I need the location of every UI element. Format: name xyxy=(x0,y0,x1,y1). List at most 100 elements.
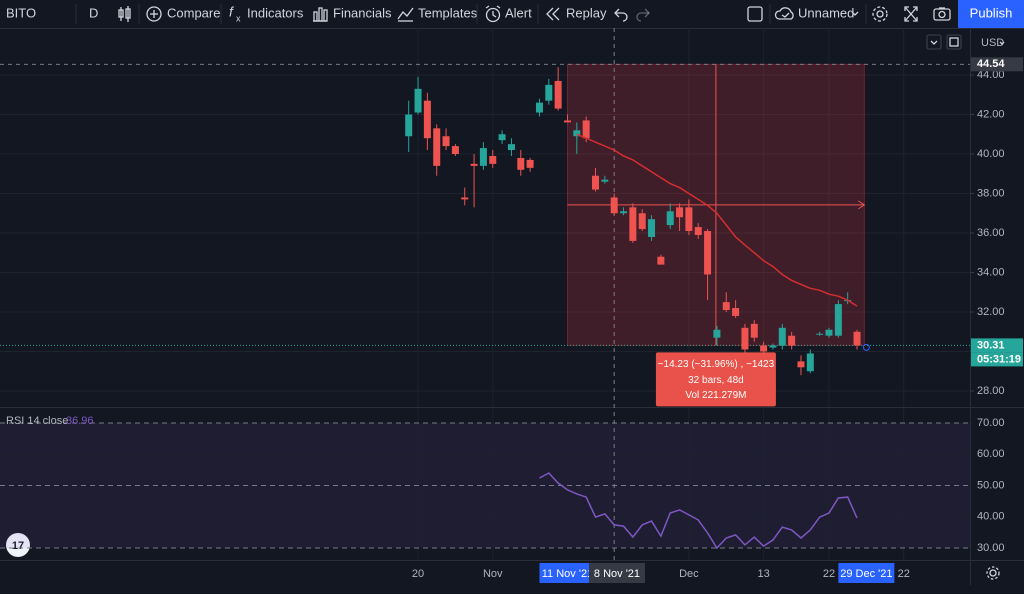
candle-body xyxy=(470,163,478,166)
autoscale-button[interactable] xyxy=(946,34,962,50)
replay-icon[interactable] xyxy=(546,7,560,21)
crosshair-price-label: 44.54 xyxy=(977,58,1005,70)
x-tick-label: Nov xyxy=(483,568,503,580)
candle-body xyxy=(461,197,469,200)
templates-icon[interactable] xyxy=(397,7,414,22)
candle-body xyxy=(834,304,842,336)
candle-body xyxy=(638,213,646,230)
logo-mark: 17 xyxy=(12,540,24,552)
candle-body xyxy=(423,100,431,139)
rsi-title: RSI 14 close xyxy=(6,415,68,427)
rsi-tick-label: 60.00 xyxy=(977,448,1005,460)
candle-body xyxy=(788,335,796,346)
settings-icon[interactable] xyxy=(872,6,888,22)
candle-body xyxy=(704,231,712,275)
rsi-tick-label: 70.00 xyxy=(977,417,1005,429)
candle-body xyxy=(610,197,618,214)
candle-body xyxy=(517,157,525,170)
measure-bars: 32 bars, 48d xyxy=(688,375,744,386)
candle-body xyxy=(732,308,740,316)
candle-body xyxy=(405,114,413,137)
candle-body xyxy=(806,353,814,372)
range-start-label-bg xyxy=(539,563,596,583)
candle-body xyxy=(498,134,506,141)
rsi-tick-label: 40.00 xyxy=(977,511,1005,523)
y-tick-label: 40.00 xyxy=(977,148,1005,160)
layout-menu-caret[interactable] xyxy=(851,11,859,16)
candle-body xyxy=(620,211,628,214)
cloud-icon[interactable] xyxy=(774,7,794,20)
x-tick-label: Dec xyxy=(679,568,699,580)
compare-button[interactable]: Compare xyxy=(167,5,220,20)
scale-icons xyxy=(926,34,962,50)
candle-body xyxy=(648,219,656,237)
compare-icon[interactable] xyxy=(146,6,162,22)
candle-body xyxy=(573,130,581,137)
measure-volume: Vol 221.279M xyxy=(685,390,746,401)
candle-body xyxy=(676,207,684,218)
indicators-icon[interactable]: f xyxy=(229,4,235,20)
scroll-button[interactable] xyxy=(926,34,942,50)
autoscale-icon xyxy=(949,37,959,47)
indicators-button[interactable]: Indicators xyxy=(247,5,304,20)
candle-body xyxy=(507,144,515,151)
moving-average xyxy=(576,133,858,307)
layout-name[interactable]: Unnamed xyxy=(798,5,854,20)
candle-body xyxy=(666,211,674,226)
financials-button[interactable]: Financials xyxy=(333,5,392,20)
range-end-label: 29 Dec '21 xyxy=(840,568,892,580)
alert-button[interactable]: Alert xyxy=(505,5,532,20)
range-end-label-bg xyxy=(838,563,895,583)
publish-button[interactable] xyxy=(958,0,1024,28)
countdown-label: 05:31:19 xyxy=(977,353,1021,365)
x-tick-label: 20 xyxy=(412,568,424,580)
candle-body xyxy=(853,331,861,346)
candle-body xyxy=(750,323,758,338)
countdown-label-bg xyxy=(971,352,1023,367)
alert-icon[interactable] xyxy=(485,5,501,23)
replay-button[interactable]: Replay xyxy=(566,5,607,20)
measure-change: −14.23 (−31.96%) , −1423 xyxy=(658,359,775,370)
redo-icon[interactable] xyxy=(636,8,650,22)
candle-body xyxy=(760,345,768,352)
interval[interactable]: D xyxy=(89,5,98,20)
templates-button[interactable]: Templates xyxy=(418,5,478,20)
candle-body xyxy=(601,179,609,182)
candle-body xyxy=(592,175,599,190)
measure-box xyxy=(655,352,776,407)
candle-body xyxy=(563,120,571,123)
candle-body xyxy=(489,155,497,164)
y-tick-label: 28.00 xyxy=(977,385,1005,397)
currency[interactable]: USD xyxy=(981,37,1004,49)
rsi-tick-label: 30.00 xyxy=(977,542,1005,554)
time-settings-icon[interactable] xyxy=(986,566,1000,580)
measure-arrow-head xyxy=(858,200,866,210)
currency-caret[interactable] xyxy=(999,41,1005,45)
candle-body xyxy=(451,146,459,155)
chart-type-icon[interactable] xyxy=(118,6,131,22)
candle-body xyxy=(825,329,833,336)
snapshot-icon[interactable] xyxy=(933,7,951,21)
x-tick-label: 13 xyxy=(757,568,769,580)
candle-body xyxy=(629,207,637,241)
rsi-value: 36.96 xyxy=(66,415,94,427)
symbol[interactable]: BITO xyxy=(6,5,36,20)
candle-body xyxy=(535,102,543,113)
candle-body xyxy=(685,207,693,232)
last-price-label: 30.31 xyxy=(977,339,1005,351)
rsi-tick-label: 50.00 xyxy=(977,479,1005,491)
layout-icon[interactable] xyxy=(747,6,763,22)
candle-body xyxy=(713,329,721,338)
crosshair-date-label-bg xyxy=(588,563,645,583)
rsi-line xyxy=(539,472,858,550)
financials-icon[interactable] xyxy=(313,7,328,22)
x-tick-label: 22 xyxy=(898,568,910,580)
fullscreen-icon[interactable] xyxy=(904,6,918,22)
last-price-label-bg xyxy=(971,338,1023,353)
undo-icon[interactable] xyxy=(614,8,628,22)
scroll-icon xyxy=(930,40,938,45)
candle-body xyxy=(414,88,422,113)
current-bar-marker xyxy=(862,343,870,351)
